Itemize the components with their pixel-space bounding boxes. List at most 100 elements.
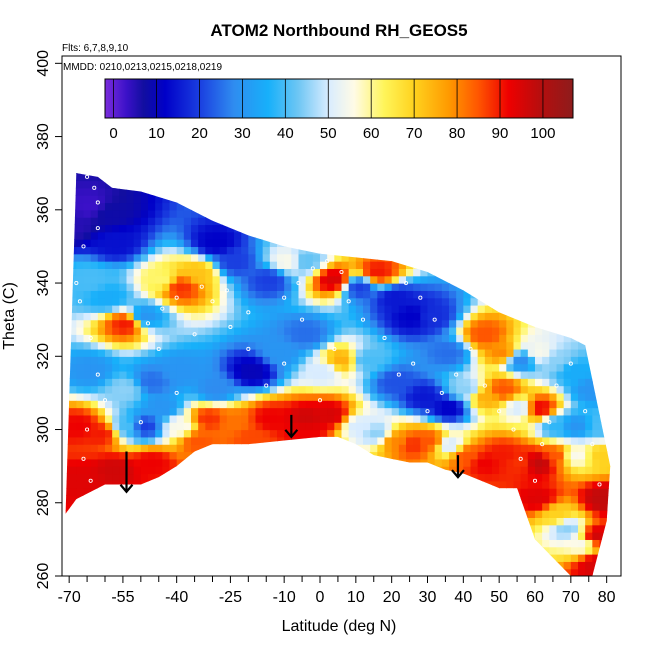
heatmap-cell bbox=[334, 517, 343, 526]
heatmap-cell bbox=[456, 392, 464, 401]
heatmap-cell bbox=[140, 334, 149, 343]
heatmap-cell bbox=[140, 173, 149, 182]
heatmap-cell bbox=[535, 568, 543, 576]
heatmap-cell bbox=[363, 385, 371, 394]
heatmap-cell bbox=[226, 312, 235, 321]
heatmap-cell bbox=[119, 363, 128, 372]
heatmap-cell bbox=[320, 429, 328, 438]
heatmap-cell bbox=[169, 561, 178, 570]
heatmap-cell bbox=[384, 392, 393, 401]
x-tick-label: -55 bbox=[111, 589, 134, 606]
heatmap-cell bbox=[155, 334, 163, 343]
observation-point bbox=[468, 346, 473, 352]
heatmap-cell bbox=[234, 532, 242, 540]
heatmap-cell bbox=[241, 159, 249, 167]
heatmap-cell bbox=[542, 568, 550, 576]
heatmap-cell bbox=[327, 268, 335, 277]
heatmap-cell bbox=[327, 348, 335, 357]
heatmap-cell bbox=[155, 466, 163, 475]
heatmap-cell bbox=[434, 444, 443, 453]
heatmap-cell bbox=[621, 444, 629, 452]
heatmap-cell bbox=[592, 305, 601, 313]
heatmap-cell bbox=[65, 378, 70, 387]
heatmap-cell bbox=[284, 224, 292, 233]
heatmap-cell bbox=[520, 414, 529, 423]
heatmap-cell bbox=[384, 231, 393, 240]
heatmap-cell bbox=[420, 554, 429, 562]
heatmap-cell bbox=[169, 275, 178, 284]
heatmap-cell bbox=[148, 495, 156, 504]
heatmap-cell bbox=[291, 576, 299, 584]
heatmap-cell bbox=[549, 268, 558, 277]
heatmap-cell bbox=[570, 253, 579, 262]
heatmap-cell bbox=[284, 539, 292, 548]
heatmap-cell bbox=[305, 466, 314, 475]
y-tick-label: 340 bbox=[35, 270, 52, 297]
heatmap-cell bbox=[370, 195, 378, 204]
heatmap-cell bbox=[384, 202, 393, 211]
heatmap-cell bbox=[391, 319, 400, 328]
heatmap-cell bbox=[133, 275, 142, 284]
heatmap-cell bbox=[506, 517, 515, 526]
heatmap-cell bbox=[169, 488, 178, 497]
heatmap-cell bbox=[470, 173, 479, 174]
heatmap-cell bbox=[97, 495, 106, 504]
heatmap-cell bbox=[471, 576, 479, 584]
heatmap-cell bbox=[341, 385, 350, 394]
heatmap-cell bbox=[176, 209, 185, 218]
heatmap-cell bbox=[126, 326, 135, 335]
heatmap-cell bbox=[341, 231, 350, 240]
heatmap-cell bbox=[363, 231, 371, 240]
heatmap-cell bbox=[420, 546, 429, 555]
heatmap-cell bbox=[521, 576, 529, 584]
heatmap-cell bbox=[183, 261, 192, 269]
heatmap-cell bbox=[470, 312, 479, 321]
heatmap-cell bbox=[592, 532, 601, 540]
heatmap-cell bbox=[169, 370, 178, 379]
heatmap-cell bbox=[169, 473, 178, 482]
heatmap-cell bbox=[320, 400, 328, 409]
heatmap-cell bbox=[255, 268, 264, 277]
heatmap-cell bbox=[262, 268, 271, 277]
heatmap-cell bbox=[212, 326, 221, 335]
heatmap-cell bbox=[570, 209, 579, 218]
heatmap-cell bbox=[205, 473, 214, 482]
heatmap-cell bbox=[413, 400, 421, 409]
heatmap-cell bbox=[513, 195, 522, 204]
heatmap-cell bbox=[556, 334, 565, 343]
heatmap-cell bbox=[549, 275, 558, 284]
heatmap-cell bbox=[140, 239, 149, 248]
heatmap-cell bbox=[527, 400, 536, 409]
heatmap-cell bbox=[477, 561, 486, 570]
heatmap-cell bbox=[563, 532, 572, 540]
heatmap-cell bbox=[592, 297, 601, 306]
heatmap-cell bbox=[484, 305, 493, 313]
heatmap-cell bbox=[334, 348, 343, 357]
heatmap-cell bbox=[614, 217, 622, 225]
heatmap-cell bbox=[477, 268, 486, 277]
heatmap-cell bbox=[563, 436, 572, 445]
heatmap-cell bbox=[527, 312, 536, 321]
heatmap-cell bbox=[162, 444, 171, 453]
heatmap-cell bbox=[606, 180, 611, 189]
heatmap-cell bbox=[434, 407, 443, 416]
heatmap-cell bbox=[97, 546, 106, 555]
heatmap-cell bbox=[133, 473, 142, 482]
heatmap-cell bbox=[184, 576, 192, 584]
heatmap-cell bbox=[441, 239, 450, 248]
heatmap-cell bbox=[384, 400, 393, 409]
heatmap-cell bbox=[155, 561, 163, 570]
heatmap-cell bbox=[140, 173, 149, 174]
heatmap-cell bbox=[535, 436, 543, 445]
heatmap-cell bbox=[463, 341, 472, 350]
heatmap-cell bbox=[298, 495, 307, 504]
observation-point bbox=[411, 361, 416, 366]
heatmap-cell bbox=[506, 539, 515, 548]
heatmap-cell bbox=[76, 341, 85, 350]
heatmap-cell bbox=[578, 385, 586, 394]
heatmap-cell bbox=[312, 414, 321, 423]
heatmap-cell bbox=[255, 231, 264, 240]
heatmap-cell bbox=[578, 334, 586, 343]
heatmap-cell bbox=[621, 356, 629, 364]
heatmap-cell bbox=[513, 334, 522, 343]
